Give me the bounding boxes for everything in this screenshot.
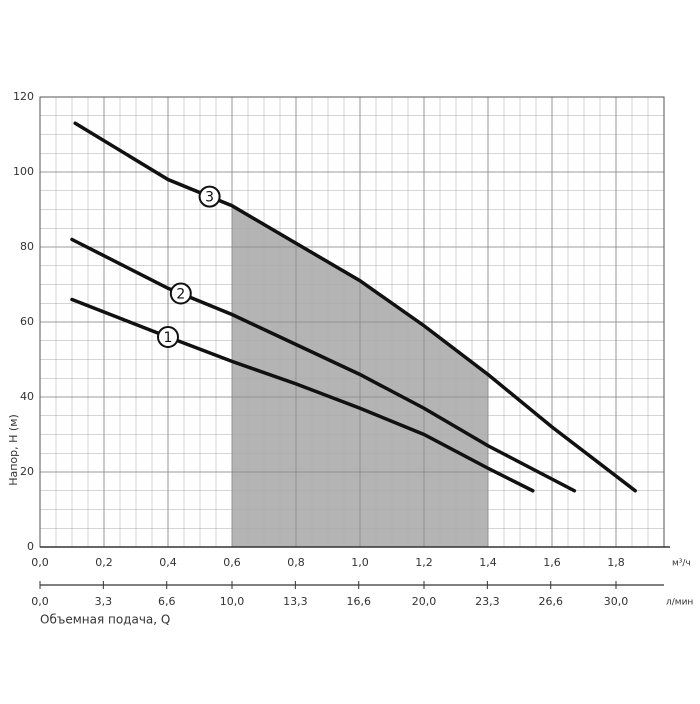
curve-label-circle [198, 185, 221, 208]
curve [73, 121, 637, 493]
x2-tick-label: 20,0 [412, 595, 437, 608]
y-tick-label: 40 [20, 390, 34, 403]
x-tick-label: 0,6 [223, 556, 241, 569]
x-tick-label: 0,2 [95, 556, 113, 569]
x-tick-label: 1,2 [415, 556, 433, 569]
y-tick-label: 20 [20, 465, 34, 478]
curve-label-circle [157, 326, 179, 348]
y-tick-label: 60 [20, 315, 34, 328]
x2-unit: л/мин [666, 598, 693, 608]
curve [70, 297, 535, 493]
curve-label-circle [169, 282, 192, 305]
x-tick-label: 1,4 [479, 556, 497, 569]
curve-label: 2 [176, 287, 185, 303]
x2-tick-label: 13,3 [283, 595, 308, 608]
y-tick-label: 0 [27, 540, 34, 553]
x2-tick-label: 3,3 [95, 595, 113, 608]
x-tick-label: 0,0 [31, 556, 49, 569]
x2-tick-label: 23,3 [475, 595, 500, 608]
x-tick-label: 0,8 [287, 556, 305, 569]
x2-tick-label: 16,6 [346, 595, 371, 608]
curve-label: 3 [205, 190, 214, 206]
x-tick-label: 1,6 [543, 556, 561, 569]
x-unit: м³/ч [672, 559, 691, 569]
x2-tick-label: 30,0 [604, 595, 629, 608]
y-axis-label: Напор, Н (м) [7, 414, 20, 486]
x2-tick-label: 10,0 [220, 595, 245, 608]
x-tick-label: 1,8 [607, 556, 625, 569]
x2-tick-label: 26,6 [538, 595, 563, 608]
y-tick-label: 80 [20, 240, 34, 253]
x-tick-label: 0,4 [159, 556, 177, 569]
y-tick-label: 100 [13, 165, 34, 178]
x2-tick-label: 0,0 [31, 595, 49, 608]
curve-label: 1 [164, 330, 173, 346]
x2-tick-label: 6,6 [158, 595, 176, 608]
x-axis-label: Объемная подача, Q [40, 613, 170, 627]
y-tick-label: 120 [13, 90, 34, 103]
x-tick-label: 1,0 [351, 556, 369, 569]
